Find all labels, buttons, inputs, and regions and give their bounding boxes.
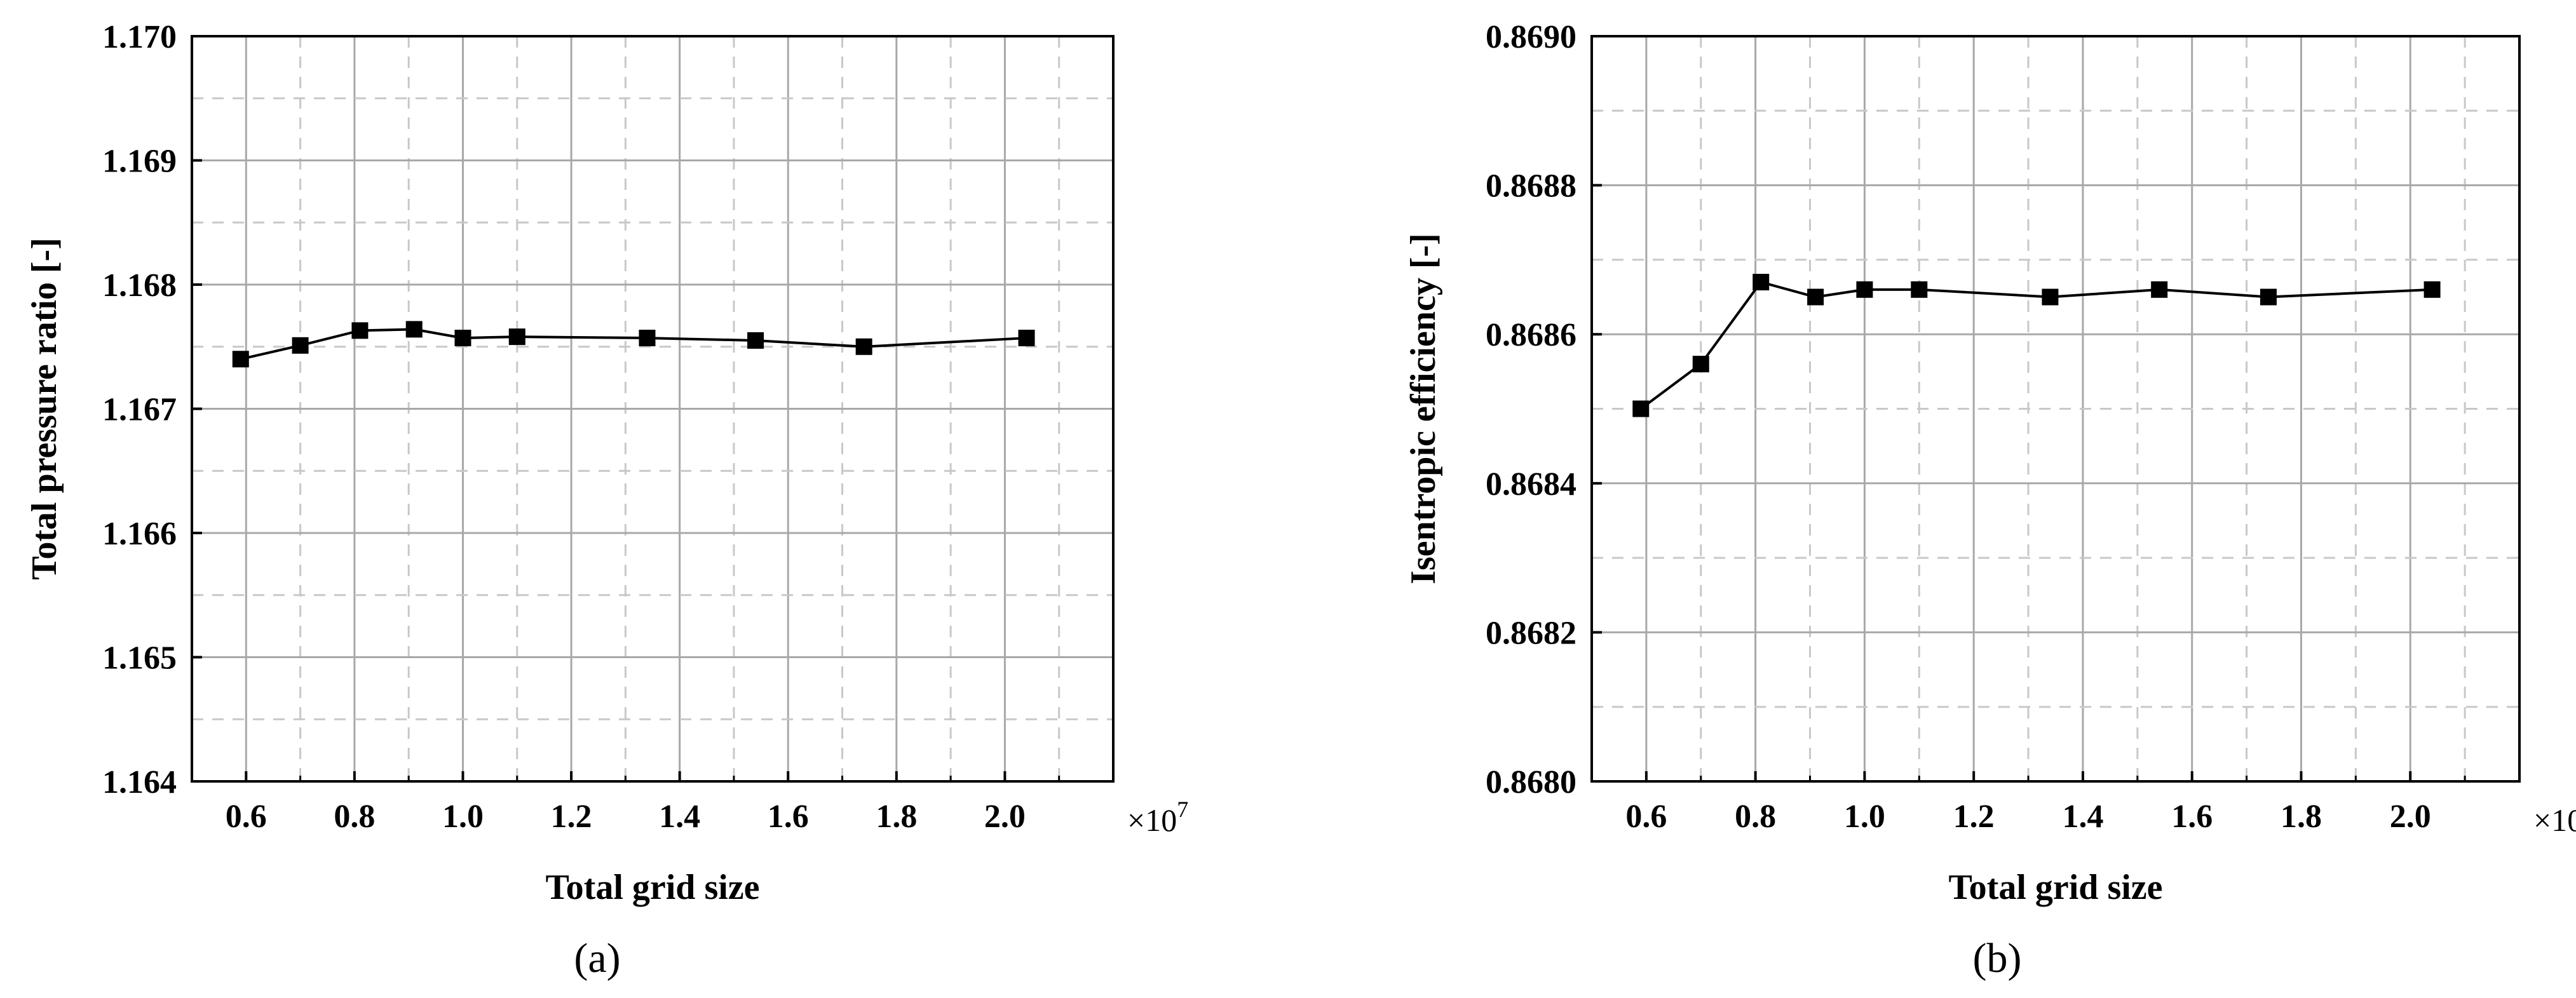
x-multiplier-exponent: 7: [1177, 797, 1188, 822]
y-tick-label: 0.8686: [1486, 317, 1576, 353]
data-point-marker: [454, 330, 471, 347]
panel-label: (b): [1973, 935, 2022, 981]
series-line: [240, 328, 1027, 361]
data-point-marker: [2423, 281, 2441, 298]
y-tick-label: 1.169: [102, 144, 177, 180]
data-series: [1632, 274, 2441, 417]
x-tick-label: 0.8: [1735, 799, 1776, 835]
y-tick-label: 0.8688: [1486, 168, 1576, 205]
data-point-marker: [232, 351, 249, 368]
x-tick-label: 1.0: [442, 799, 484, 835]
data-point-marker: [855, 338, 872, 355]
x-tick-label: 0.6: [226, 799, 267, 835]
y-tick-label: 1.167: [102, 392, 177, 428]
plot-frame: [1590, 35, 2521, 783]
data-point-marker: [2151, 281, 2168, 298]
panel-a-chart: 0.6 0.8 1.0 1.2 1.4 1.6 1.8 2.0 1.164 1.165 1.166 1…: [25, 19, 1188, 981]
x-tick-label: 1.6: [768, 799, 809, 835]
y-tick-label: 1.170: [102, 19, 177, 55]
data-point-marker: [2042, 288, 2059, 306]
data-point-marker: [292, 337, 309, 354]
data-point-marker: [1018, 330, 1035, 347]
y-axis-title: Isentropic efficiency [-]: [1404, 233, 1443, 584]
data-point-marker: [508, 328, 525, 346]
data-point-marker: [351, 322, 369, 339]
data-point-marker: [1692, 356, 1709, 373]
x-tick-label: 1.8: [876, 799, 917, 835]
x-axis-title: Total grid size: [1948, 868, 2162, 907]
axis-ticks: [1592, 35, 2466, 783]
x-tick-label: 1.8: [2281, 799, 2322, 835]
series-line: [1640, 280, 2432, 410]
x-tick-label: 2.0: [984, 799, 1026, 835]
x-multiplier-label: ×107: [1127, 797, 1188, 838]
data-point-marker: [2260, 288, 2277, 306]
y-tick-label: 0.8684: [1486, 466, 1576, 502]
grid: [1592, 36, 2519, 781]
y-tick-label: 0.8680: [1486, 764, 1576, 800]
y-tick-label: 0.8682: [1486, 615, 1576, 651]
x-tick-label: 0.6: [1625, 799, 1667, 835]
y-axis-title: Total pressure ratio [-]: [25, 238, 64, 580]
data-point-marker: [1856, 281, 1873, 298]
data-point-marker: [1911, 281, 1928, 298]
x-tick-label: 1.2: [1953, 799, 1995, 835]
data-point-marker: [1752, 274, 1770, 291]
x-tick-label: 2.0: [2390, 799, 2431, 835]
x-tick-label: 1.0: [1844, 799, 1885, 835]
axis-ticks: [192, 35, 1061, 783]
x-tick-label: 1.2: [551, 799, 592, 835]
x-tick-label: 1.4: [2062, 799, 2103, 835]
data-point-marker: [405, 321, 423, 338]
y-tick-label: 0.8690: [1486, 19, 1576, 55]
data-point-marker: [747, 332, 764, 349]
data-point-marker: [1632, 400, 1650, 417]
panel-b-chart: 0.6 0.8 1.0 1.2 1.4 1.6 1.8 2.0 0.8680 0.8682 0.86…: [1404, 19, 2576, 981]
y-tick-label: 1.166: [102, 516, 177, 552]
y-tick-label: 1.168: [102, 267, 177, 304]
data-point-marker: [1807, 288, 1824, 306]
grid: [192, 36, 1113, 781]
data-series: [232, 321, 1035, 368]
y-tick-label: 1.164: [102, 764, 177, 800]
x-multiplier-label: ×107: [2533, 797, 2576, 838]
x-tick-label: 1.6: [2171, 799, 2213, 835]
data-point-marker: [639, 330, 656, 347]
x-tick-label: 1.4: [659, 799, 700, 835]
panel-label: (a): [574, 935, 620, 981]
y-tick-label: 1.165: [102, 640, 177, 677]
x-tick-label: 0.8: [334, 799, 375, 835]
x-axis-title: Total grid size: [545, 868, 759, 907]
